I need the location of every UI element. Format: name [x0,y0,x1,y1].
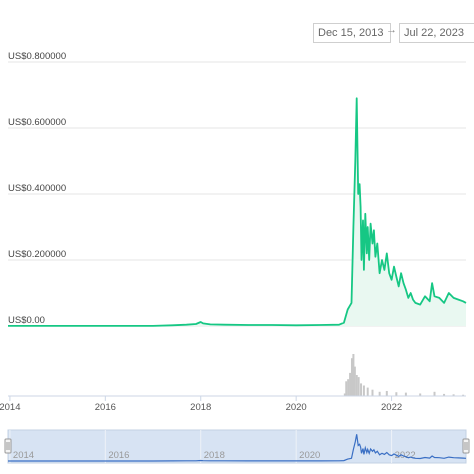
y-tick-label: US$0.200000 [8,249,66,260]
y-tick-label: US$0.400000 [8,183,66,194]
volume-bar [352,354,355,396]
x-tick-label: 2022 [381,402,402,413]
volume-bar [347,379,350,396]
volume-bar [419,393,422,396]
navigator-tick-label: 2020 [299,450,320,461]
volume-bar [433,391,436,396]
volume-bar [452,394,455,396]
x-tick-label: 2018 [190,402,211,413]
navigator-tick-label: 2018 [204,450,225,461]
x-tick-label: 2016 [95,402,116,413]
start-date-input[interactable]: Dec 15, 2013 [313,23,391,43]
volume-bar [350,358,353,396]
navigator-line [8,434,467,462]
y-tick-label: US$0.00 [8,315,45,326]
volume-bar [371,389,374,396]
price-area [8,98,466,326]
navigator-tick-label: 2016 [108,450,129,461]
volume-bar [362,385,365,396]
volume-bar [357,377,360,396]
navigator-tick-label: 2014 [13,450,34,461]
volume-bar [360,383,363,396]
navigator-tick-label: 2022 [395,450,416,461]
volume-bar [355,375,358,396]
volume-bar [345,381,348,396]
y-tick-label: US$0.600000 [8,117,66,128]
volume-bar [395,392,398,396]
volume-bar [353,366,356,396]
price-line [8,97,467,327]
navigator-left-handle[interactable] [4,438,12,454]
end-date-input[interactable]: Jul 22, 2023 [399,23,474,43]
x-tick-label: 2020 [286,402,307,413]
date-range-arrow: → [386,24,397,36]
volume-bar [443,393,446,396]
volume-bar [366,387,369,396]
volume-bar [349,372,352,396]
volume-bar [462,394,465,396]
navigator-right-handle[interactable] [462,438,470,454]
x-tick-label: 2014 [0,402,20,413]
volume-bar [378,391,381,396]
volume-bar [343,393,346,396]
volume-bar [404,392,407,396]
navigator-window [7,429,467,464]
y-tick-label: US$0.800000 [8,51,66,62]
volume-bar [385,390,388,396]
